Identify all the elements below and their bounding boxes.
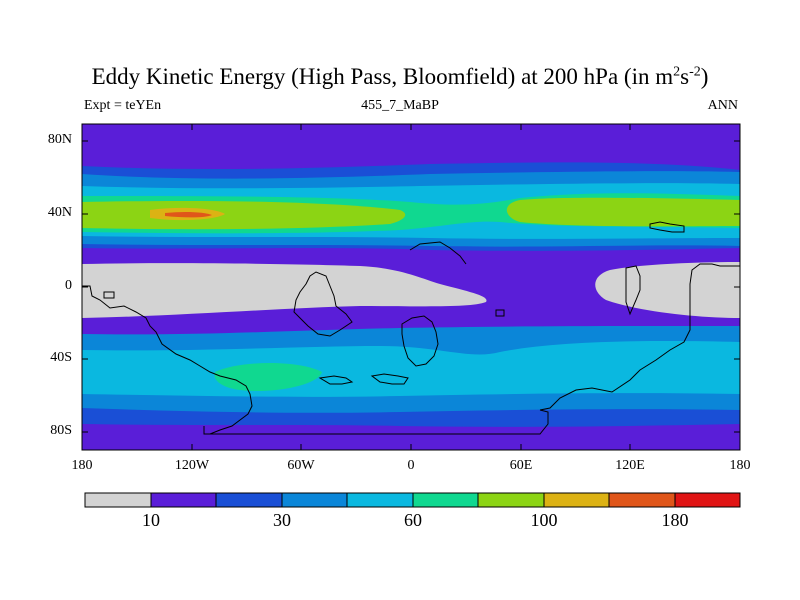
colorbar-box-9	[608, 492, 676, 508]
nh-band-c1-top	[82, 124, 740, 170]
island-outline-4	[103, 291, 115, 299]
colorbar-box-7	[477, 492, 545, 508]
tick-marks	[82, 124, 740, 450]
colorbar	[84, 492, 741, 508]
coastlines	[82, 221, 740, 435]
sh-band-c1-bottom	[82, 424, 740, 450]
lat-label-40s: 40S	[50, 350, 72, 365]
missing-east	[595, 262, 740, 318]
colorbar-box-4	[281, 492, 348, 508]
lat-label-80s: 80S	[50, 423, 72, 438]
nh-band-c6-east	[506, 197, 740, 227]
colorbar-label-10: 10	[142, 510, 160, 530]
colorbar-box-3	[215, 492, 283, 508]
island-outline-5	[495, 309, 505, 317]
nh-band-c6-west	[82, 200, 406, 230]
run-label: 455_7_MaBP	[361, 98, 439, 113]
colorbar-box-10	[674, 492, 741, 508]
lat-label-80n: 80N	[47, 132, 72, 147]
asia-outline	[409, 241, 467, 265]
lon-label-120w: 120W	[174, 458, 210, 473]
contour-fill	[82, 124, 740, 450]
nh-band-c8	[165, 211, 212, 218]
plot-title: Eddy Kinetic Energy (High Pass, Bloomfie…	[91, 64, 709, 89]
island-outline-3	[318, 375, 354, 385]
lon-label-0: 0	[407, 458, 415, 473]
missing-west	[82, 263, 487, 318]
colorbar-box-8	[543, 492, 610, 508]
australia-outline	[539, 263, 740, 411]
madagascar-outline	[401, 315, 439, 367]
lon-label-60e: 60E	[509, 458, 533, 473]
season-label: ANN	[707, 98, 738, 113]
lon-label-180e: 180	[729, 458, 751, 473]
south-america-outline	[82, 285, 253, 435]
east-asia-outline	[649, 221, 685, 233]
colorbar-box-6	[412, 492, 479, 508]
island-outline-1	[625, 265, 641, 316]
lon-label-60w: 60W	[287, 458, 315, 473]
lon-label-180w: 180	[71, 458, 93, 473]
lat-label-0: 0	[65, 278, 72, 293]
island-outline-2	[370, 373, 409, 385]
colorbar-box-5	[346, 492, 414, 508]
lat-label-40n: 40N	[47, 205, 72, 220]
colorbar-label-60: 60	[404, 510, 422, 530]
colorbar-box-2	[150, 492, 217, 508]
southern-coast-outline	[203, 409, 549, 435]
lon-label-120e: 120E	[615, 458, 645, 473]
colorbar-label-30: 30	[273, 510, 291, 530]
africa-outline	[293, 271, 353, 337]
sh-band-c5	[214, 363, 322, 392]
experiment-label: Expt = teYEn	[84, 98, 162, 113]
colorbar-label-100: 100	[530, 510, 558, 530]
colorbar-box-1	[84, 492, 152, 508]
colorbar-label-180: 180	[661, 510, 689, 530]
